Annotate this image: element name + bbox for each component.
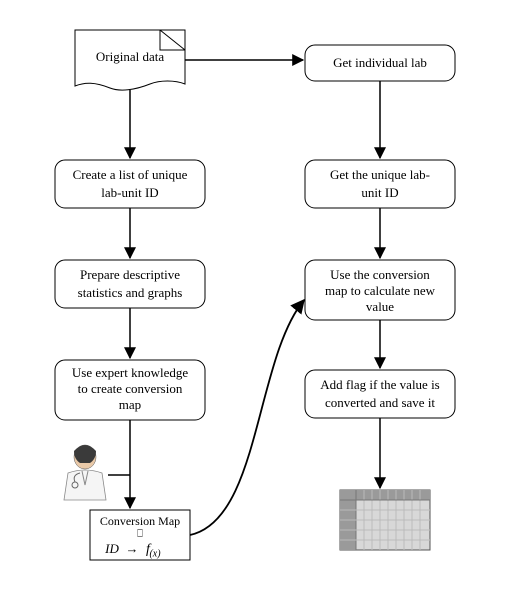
label-original-data: Original data (96, 49, 164, 64)
svg-text:converted and save it: converted and save it (325, 395, 435, 410)
svg-text:ID: ID (104, 541, 119, 556)
svg-text:statistics and graphs: statistics and graphs (78, 285, 183, 300)
node-get-individual: Get individual lab (305, 45, 455, 81)
svg-text:Use the conversion: Use the conversion (330, 267, 430, 282)
svg-text:→: → (126, 541, 139, 556)
node-conversion-map: Conversion Map ⎕ ID → f (x) (90, 510, 190, 560)
svg-text:⎕: ⎕ (137, 528, 143, 539)
svg-text:Conversion Map: Conversion Map (100, 514, 180, 528)
svg-text:map to calculate new: map to calculate new (325, 283, 436, 298)
grid-icon (340, 490, 430, 550)
svg-text:unit ID: unit ID (361, 185, 398, 200)
node-use-conversion: Use the conversion map to calculate new … (305, 260, 455, 320)
node-add-flag: Add flag if the value is converted and s… (305, 370, 455, 418)
edge-convmap-useconv (190, 300, 304, 535)
svg-text:Get individual lab: Get individual lab (333, 55, 427, 70)
node-use-expert: Use expert knowledge to create conversio… (55, 360, 205, 420)
node-get-unique: Get the unique lab- unit ID (305, 160, 455, 208)
svg-text:Add flag if the value is: Add flag if the value is (320, 377, 440, 392)
doctor-icon (64, 445, 106, 500)
svg-text:(x): (x) (149, 548, 161, 559)
svg-text:Prepare descriptive: Prepare descriptive (80, 267, 180, 282)
svg-text:Use expert knowledge: Use expert knowledge (72, 365, 188, 380)
svg-text:to create conversion: to create conversion (78, 381, 183, 396)
node-prepare-stats: Prepare descriptive statistics and graph… (55, 260, 205, 308)
svg-text:map: map (119, 397, 141, 412)
svg-text:value: value (366, 299, 394, 314)
svg-text:Get the unique lab-: Get the unique lab- (330, 167, 430, 182)
svg-text:Create a list of unique: Create a list of unique (73, 167, 188, 182)
node-create-list: Create a list of unique lab-unit ID (55, 160, 205, 208)
flowchart-canvas: Original data Create a list of unique la… (0, 0, 529, 599)
node-original-data: Original data (75, 30, 185, 90)
svg-text:lab-unit ID: lab-unit ID (101, 185, 158, 200)
